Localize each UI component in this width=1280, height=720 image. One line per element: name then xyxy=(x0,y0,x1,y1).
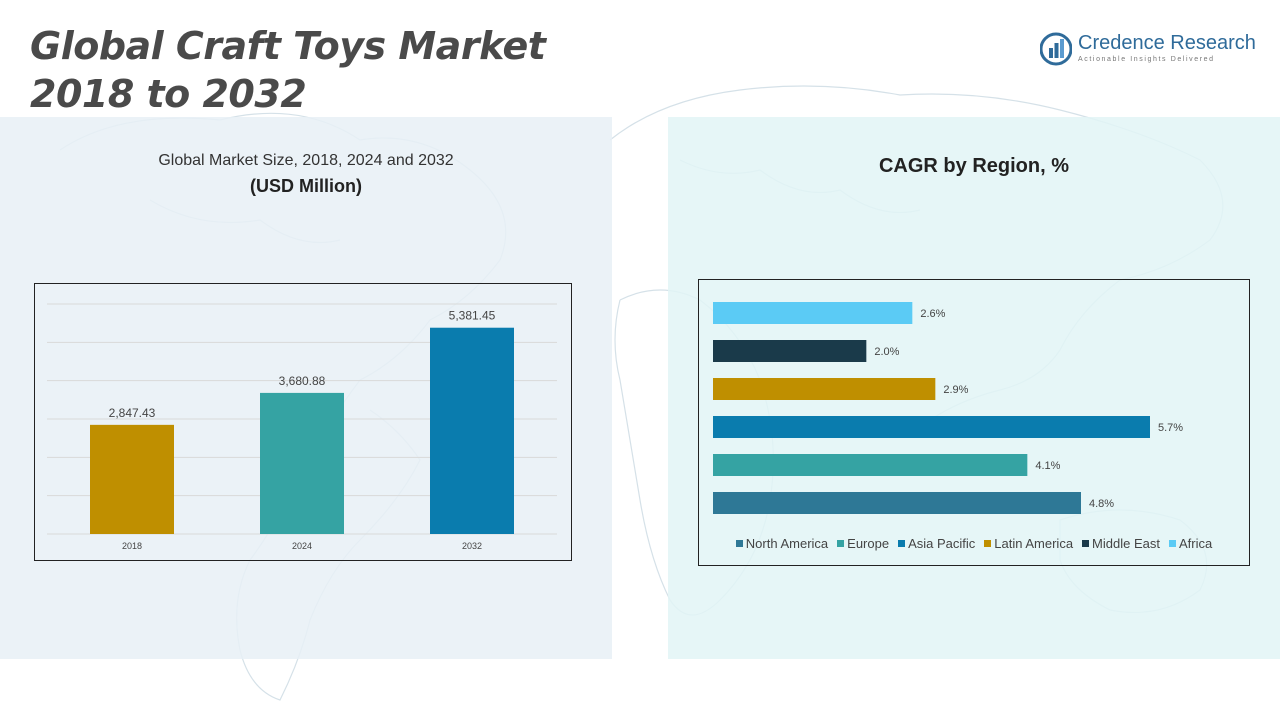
legend-label: Africa xyxy=(1178,536,1213,551)
logo-name: Credence Research xyxy=(1078,32,1256,54)
company-logo: Credence Research Actionable Insights De… xyxy=(1040,30,1260,70)
bar-2024 xyxy=(260,392,344,534)
legend-item-europe: Europe xyxy=(837,536,889,551)
x-tick-label-2032: 2032 xyxy=(462,541,482,551)
cagr-horizontal-bar-chart: 2.6% 2.0% 2.9% 5.7% 4.1% 4.8% xyxy=(713,302,1183,514)
legend-item-africa: Africa xyxy=(1168,536,1213,551)
page-title-line2: 2018 to 2032 xyxy=(30,72,307,116)
market-size-bar-chart: 2,847.43 2018 3,680.88 2024 5,381.45 2032 xyxy=(47,303,557,551)
market-size-chart-frame xyxy=(34,283,572,561)
legend-item-middle-east: Middle East xyxy=(1082,536,1160,551)
cagr-chart-frame xyxy=(698,279,1250,566)
cagr-title: CAGR by Region, % xyxy=(878,155,1069,177)
market-size-subtitle: Global Market Size, 2018, 2024 and 2032 xyxy=(158,152,454,169)
bar-asia-pacific xyxy=(713,416,1150,438)
legend-item-latin-america: Latin America xyxy=(984,536,1073,551)
legend-label: Middle East xyxy=(1092,536,1160,551)
data-label-latin-america: 2.9% xyxy=(943,384,968,396)
legend-label: Asia Pacific xyxy=(908,536,976,551)
legend-swatch xyxy=(837,540,845,547)
x-tick-label-2024: 2024 xyxy=(292,541,312,551)
bar-africa xyxy=(713,302,913,324)
x-tick-label-2018: 2018 xyxy=(122,541,142,551)
market-size-unit: (USD Million) xyxy=(250,176,362,196)
page-title-line1: Global Craft Toys Market xyxy=(30,24,546,68)
legend-swatch xyxy=(1082,540,1090,547)
legend-label: Latin America xyxy=(994,536,1074,551)
bar-north-america xyxy=(713,492,1081,514)
bar-europe xyxy=(713,454,1028,476)
bar-2018 xyxy=(90,424,174,534)
legend-item-north-america: North America xyxy=(735,536,829,551)
data-label-2032: 5,381.45 xyxy=(449,309,496,323)
bar-middle-east xyxy=(713,340,867,362)
data-label-africa: 2.6% xyxy=(920,308,945,320)
logo-tagline: Actionable Insights Delivered xyxy=(1078,56,1215,63)
data-label-2024: 3,680.88 xyxy=(279,374,326,388)
legend-label: Europe xyxy=(847,536,890,551)
legend-item-asia-pacific: Asia Pacific xyxy=(898,536,975,551)
legend-swatch xyxy=(984,540,992,547)
page-title: Global Craft Toys Market 2018 to 2032 xyxy=(30,22,546,118)
legend-swatch xyxy=(898,540,906,547)
legend-swatch xyxy=(1168,540,1176,547)
bar-latin-america xyxy=(713,378,936,400)
data-label-north-america: 4.8% xyxy=(1089,498,1114,510)
data-label-europe: 4.1% xyxy=(1035,460,1060,472)
bar-chart-logo-icon xyxy=(1040,32,1072,66)
data-label-asia-pacific: 5.7% xyxy=(1158,422,1183,434)
data-label-2018: 2,847.43 xyxy=(109,406,156,420)
bar-2032 xyxy=(430,327,514,534)
legend-swatch xyxy=(735,540,743,547)
legend-label: North America xyxy=(745,536,829,551)
cagr-legend: North America Europe Asia Pacific Latin Ame… xyxy=(700,536,1248,551)
data-label-middle-east: 2.0% xyxy=(874,346,899,358)
